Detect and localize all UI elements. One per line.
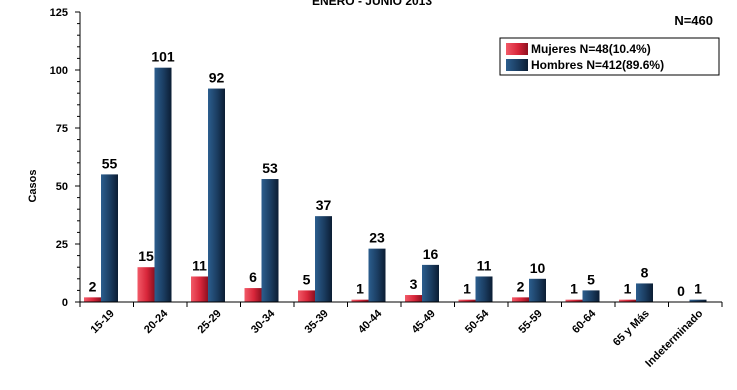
bar-hombres	[582, 290, 600, 302]
data-label-mujeres: 2	[89, 278, 97, 294]
x-axis: 15-19 20-24 25-29 30-34 35-39 40-44 45-49 50-54…	[79, 301, 723, 370]
x-category-label: 45-49	[409, 308, 437, 336]
data-label-hombres: 53	[262, 160, 278, 176]
data-label-hombres: 11	[477, 257, 492, 273]
legend-box	[499, 37, 720, 76]
data-label-hombres: 37	[316, 197, 332, 213]
bar-hombres	[208, 88, 225, 302]
chart-title: ENERO - JUNIO 2013	[312, 0, 432, 8]
data-label-mujeres: 0	[677, 283, 685, 299]
bar-mujeres	[244, 288, 262, 302]
x-category-label: 50-54	[463, 307, 492, 336]
data-label-mujeres: 6	[249, 269, 257, 285]
x-category-label: 60-64	[570, 307, 599, 336]
x-category-label: 40-44	[356, 307, 385, 336]
y-axis: 0 25 50 75 100 125	[50, 7, 81, 309]
bar-mujeres	[84, 297, 101, 302]
bar-hombres	[315, 216, 332, 302]
data-label-hombres: 101	[151, 49, 175, 65]
data-label-mujeres: 2	[517, 278, 525, 294]
bar-mujeres	[298, 290, 315, 302]
x-category-label: 30-34	[249, 307, 278, 336]
data-label-hombres: 1	[694, 281, 702, 297]
bar-hombres	[689, 299, 707, 302]
x-category-label: 35-39	[302, 308, 330, 336]
bars	[84, 67, 707, 303]
bar-hombres	[261, 179, 279, 302]
data-label-hombres: 8	[641, 264, 649, 280]
y-axis-title: Casos	[27, 169, 39, 202]
data-label-mujeres: 11	[192, 257, 207, 273]
y-tick-label: 125	[50, 7, 68, 19]
bar-hombres	[368, 248, 386, 302]
data-label-hombres: 16	[423, 246, 439, 262]
bar-hombres	[636, 283, 653, 302]
data-label-mujeres: 5	[303, 271, 311, 287]
legend: Mujeres N=48(10.4%) Hombres N=412(89.6%)	[499, 37, 720, 76]
bar-hombres	[101, 174, 118, 302]
data-label-hombres: 23	[369, 230, 385, 246]
x-category-label: Indeterminado	[643, 307, 705, 369]
sample-size-annotation: N=460	[674, 13, 713, 28]
data-label-hombres: 5	[587, 271, 595, 287]
legend-swatch-hombres	[506, 59, 528, 71]
data-label-hombres: 55	[102, 155, 118, 171]
bar-mujeres	[512, 297, 529, 302]
x-category-label: 65 y Más	[611, 308, 652, 349]
x-category-label: 15-19	[88, 308, 116, 336]
bar-mujeres	[351, 299, 369, 302]
bar-mujeres	[405, 295, 422, 302]
x-category-label: 25-29	[195, 308, 223, 336]
legend-swatch-mujeres	[506, 43, 528, 55]
data-label-mujeres: 1	[356, 281, 364, 297]
bar-mujeres	[458, 299, 476, 302]
y-tick-label: 100	[50, 65, 68, 77]
y-tick-label: 50	[56, 181, 68, 193]
data-label-mujeres: 15	[138, 248, 154, 264]
data-label-hombres: 92	[209, 70, 225, 86]
bar-hombres	[475, 276, 493, 302]
data-label-mujeres: 1	[463, 281, 471, 297]
x-category-label: 55-59	[516, 308, 544, 336]
data-label-mujeres: 1	[570, 281, 578, 297]
data-label-mujeres: 3	[410, 276, 418, 292]
bar-hombres	[422, 264, 439, 302]
bar-hombres	[154, 67, 172, 303]
bar-mujeres	[137, 267, 155, 302]
x-category-label: 20-24	[142, 307, 171, 336]
bar-hombres	[529, 278, 546, 302]
y-tick-label: 25	[56, 239, 68, 251]
bar-mujeres	[565, 299, 583, 302]
legend-label-hombres: Hombres N=412(89.6%)	[531, 58, 664, 72]
bar-mujeres	[619, 299, 636, 302]
bar-mujeres	[191, 276, 208, 302]
data-label-mujeres: 1	[624, 281, 632, 297]
data-label-hombres: 10	[530, 260, 546, 276]
legend-label-mujeres: Mujeres N=48(10.4%)	[531, 42, 651, 56]
y-tick-label: 0	[62, 297, 68, 309]
y-tick-label: 75	[56, 123, 68, 135]
